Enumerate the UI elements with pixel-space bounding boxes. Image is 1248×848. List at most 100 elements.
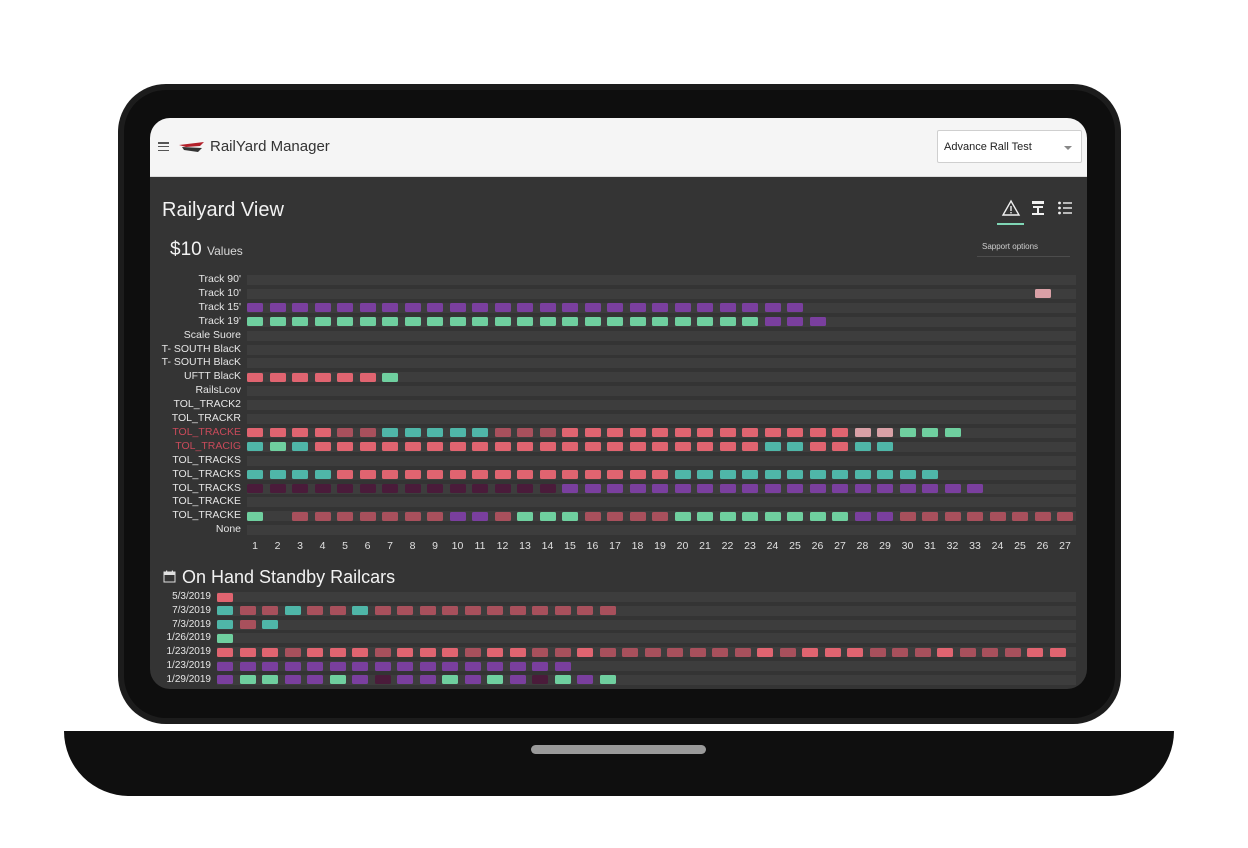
railcar[interactable] <box>337 317 353 327</box>
railcar[interactable] <box>472 484 488 493</box>
standby-railcar[interactable] <box>824 647 841 657</box>
railcar[interactable] <box>404 484 421 493</box>
railcar[interactable] <box>809 317 826 327</box>
railcar[interactable] <box>629 442 646 452</box>
standby-railcar[interactable] <box>712 647 728 657</box>
railcar[interactable] <box>427 511 443 521</box>
list-icon[interactable] <box>1055 198 1075 218</box>
standby-railcar[interactable] <box>577 606 593 616</box>
standby-railcar[interactable] <box>374 675 391 685</box>
railcar[interactable] <box>584 442 601 452</box>
standby-railcar[interactable] <box>509 606 526 616</box>
standby-railcar[interactable] <box>487 661 503 671</box>
railcar[interactable] <box>787 511 803 521</box>
railcar[interactable] <box>404 303 421 313</box>
railcar[interactable] <box>652 442 668 452</box>
railcar[interactable] <box>764 428 781 438</box>
standby-railcar[interactable] <box>397 606 413 616</box>
standby-railcar[interactable] <box>307 675 323 685</box>
railcar[interactable] <box>427 442 443 452</box>
railcar[interactable] <box>809 511 826 521</box>
railcar[interactable] <box>269 428 286 438</box>
railcar[interactable] <box>854 484 871 493</box>
railcar[interactable] <box>899 511 916 521</box>
railcar[interactable] <box>787 303 803 313</box>
standby-railcar[interactable] <box>352 675 368 685</box>
standby-railcar[interactable] <box>217 606 233 616</box>
railcar[interactable] <box>247 303 263 313</box>
railcar[interactable] <box>787 484 803 493</box>
railcar[interactable] <box>719 303 736 313</box>
standby-railcar[interactable] <box>802 647 818 657</box>
railcar[interactable] <box>697 303 713 313</box>
standby-railcar[interactable] <box>419 647 436 657</box>
railcar[interactable] <box>314 511 331 521</box>
standby-railcar[interactable] <box>982 647 998 657</box>
railcar[interactable] <box>832 442 848 452</box>
railcar[interactable] <box>922 511 938 521</box>
railcar[interactable] <box>314 303 331 313</box>
railcar[interactable] <box>427 428 443 438</box>
railcar[interactable] <box>1034 289 1051 299</box>
railcar[interactable] <box>584 317 601 327</box>
track-label[interactable]: TOL_TRACKE <box>172 495 241 508</box>
railcar[interactable] <box>449 470 466 480</box>
track-label[interactable]: TOL_TRACIG <box>175 439 241 452</box>
standby-railcar[interactable] <box>239 647 256 657</box>
railcar[interactable] <box>719 470 736 480</box>
railcar[interactable] <box>877 470 893 480</box>
track-label[interactable]: Track 90' <box>198 273 241 285</box>
railcar[interactable] <box>562 428 578 438</box>
railcar[interactable] <box>1012 511 1028 521</box>
railcar[interactable] <box>539 442 556 452</box>
railcar[interactable] <box>809 442 826 452</box>
railcar[interactable] <box>404 442 421 452</box>
railcar[interactable] <box>674 317 691 327</box>
standby-railcar[interactable] <box>262 606 278 616</box>
standby-railcar[interactable] <box>554 606 571 616</box>
railcar[interactable] <box>607 442 623 452</box>
railcar[interactable] <box>764 484 781 493</box>
standby-railcar[interactable] <box>262 647 278 657</box>
railcar[interactable] <box>854 442 871 452</box>
railcar[interactable] <box>629 303 646 313</box>
railcar[interactable] <box>562 317 578 327</box>
standby-railcar[interactable] <box>419 606 436 616</box>
standby-railcar[interactable] <box>239 661 256 671</box>
railcar[interactable] <box>674 303 691 313</box>
railcar[interactable] <box>877 442 893 452</box>
railcar[interactable] <box>269 303 286 313</box>
railcar[interactable] <box>719 442 736 452</box>
standby-railcar[interactable] <box>554 675 571 685</box>
railcar[interactable] <box>697 428 713 438</box>
standby-railcar[interactable] <box>734 647 751 657</box>
railcar[interactable] <box>292 484 308 493</box>
railcar[interactable] <box>787 470 803 480</box>
railcar[interactable] <box>314 428 331 438</box>
railcar[interactable] <box>494 442 511 452</box>
railcar[interactable] <box>652 317 668 327</box>
standby-railcar[interactable] <box>667 647 683 657</box>
railcar[interactable] <box>674 428 691 438</box>
railcar[interactable] <box>337 484 353 493</box>
standby-railcar[interactable] <box>307 606 323 616</box>
standby-railcar[interactable] <box>464 606 481 616</box>
standby-railcar[interactable] <box>532 675 548 685</box>
standby-railcar[interactable] <box>914 647 931 657</box>
track-label[interactable]: Track 19' <box>198 314 241 327</box>
standby-railcar[interactable] <box>284 661 301 671</box>
railcar[interactable] <box>562 303 578 313</box>
standby-railcar[interactable] <box>329 606 346 616</box>
railcar[interactable] <box>832 511 848 521</box>
railcar[interactable] <box>809 484 826 493</box>
railcar[interactable] <box>697 317 713 327</box>
standby-railcar[interactable] <box>217 675 233 685</box>
railcar[interactable] <box>697 484 713 493</box>
standby-railcar[interactable] <box>464 647 481 657</box>
railcar[interactable] <box>922 428 938 438</box>
railcar[interactable] <box>359 442 376 452</box>
track-label[interactable]: TOL_TRACKS <box>172 481 241 494</box>
railcar[interactable] <box>449 484 466 493</box>
railcar[interactable] <box>292 372 308 382</box>
railcar[interactable] <box>764 303 781 313</box>
